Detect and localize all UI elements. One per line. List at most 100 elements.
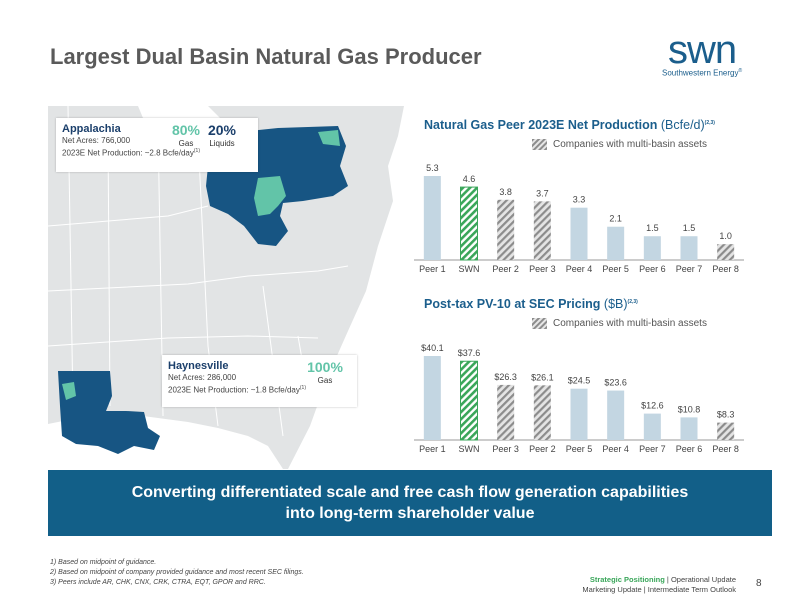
haynesville-gas-pct: 100% bbox=[307, 359, 343, 375]
haynesville-callout: Haynesville Net Acres: 286,000 2023E Net… bbox=[162, 355, 357, 407]
page-number: 8 bbox=[756, 578, 762, 589]
nav-separator: | bbox=[664, 575, 671, 584]
x-tick-label: Peer 1 bbox=[419, 264, 446, 274]
appalachia-acreage-southwest bbox=[254, 176, 286, 216]
bar-value-label: $24.5 bbox=[568, 376, 591, 386]
haynesville-production-note: (1) bbox=[299, 385, 306, 391]
x-tick-label: SWN bbox=[459, 264, 480, 274]
x-tick-label: SWN bbox=[459, 444, 480, 454]
haynesville-name: Haynesville bbox=[168, 360, 229, 372]
production-bar-chart: 5.3 Peer 1 4.6 SWN 3.8 Peer 2 3.7 Peer 3 3.3 Peer… bbox=[414, 150, 744, 280]
bar-peer-1 bbox=[423, 356, 441, 440]
x-tick-label: Peer 2 bbox=[529, 444, 556, 454]
appalachia-gas-label: Gas bbox=[178, 139, 194, 148]
footnote-1: 1) Based on midpoint of guidance. bbox=[50, 559, 157, 566]
bar-value-label: 3.8 bbox=[499, 187, 512, 197]
x-tick-label: Peer 1 bbox=[419, 444, 446, 454]
bar-value-label: $8.3 bbox=[717, 410, 735, 420]
appalachia-production-text: 2023E Net Production: ~2.8 Bcfe/day bbox=[62, 148, 194, 158]
footnote-2: 2) Based on midpoint of company provided… bbox=[50, 569, 304, 576]
bar-value-label: $12.6 bbox=[641, 401, 664, 411]
bar-peer-3 bbox=[497, 384, 515, 440]
bar-peer-6 bbox=[643, 236, 661, 260]
bar-value-label: 3.7 bbox=[536, 188, 549, 198]
section-nav-row-2: Marketing Update | Intermediate Term Out… bbox=[582, 585, 736, 595]
bar-value-label: $26.1 bbox=[531, 372, 554, 382]
logo-wordmark: swn bbox=[668, 28, 737, 72]
footnotes: 1) Based on midpoint of guidance. 2) Bas… bbox=[50, 558, 304, 588]
nav-separator: | bbox=[641, 585, 648, 594]
bar-peer-7 bbox=[643, 413, 661, 440]
bar-peer-8 bbox=[717, 244, 735, 260]
bar-peer-2 bbox=[497, 199, 515, 260]
legend-hatch-swatch bbox=[532, 139, 547, 150]
appalachia-liquids-pct: 20% bbox=[207, 122, 237, 138]
production-chart-note: (2,3) bbox=[704, 119, 715, 126]
haynesville-region bbox=[58, 371, 160, 454]
bar-swn bbox=[460, 186, 478, 261]
bar-swn bbox=[460, 360, 478, 441]
x-tick-label: Peer 3 bbox=[529, 264, 556, 274]
x-tick-label: Peer 7 bbox=[639, 444, 666, 454]
bar-value-label: $10.8 bbox=[678, 404, 701, 414]
logo-trademark: ® bbox=[738, 68, 743, 74]
bar-peer-5 bbox=[570, 388, 588, 440]
bar-peer-4 bbox=[570, 207, 588, 260]
x-tick-label: Peer 5 bbox=[602, 264, 629, 274]
production-chart-title: Natural Gas Peer 2023E Net Production (B… bbox=[424, 118, 715, 132]
bar-value-label: 4.6 bbox=[463, 174, 476, 184]
x-tick-label: Peer 7 bbox=[676, 264, 703, 274]
nav-strategic-positioning[interactable]: Strategic Positioning bbox=[589, 575, 665, 584]
bar-value-label: 1.5 bbox=[646, 223, 659, 233]
bar-peer-6 bbox=[680, 417, 698, 440]
appalachia-liquids-label: Liquids bbox=[209, 139, 235, 148]
nav-marketing-update[interactable]: Marketing Update bbox=[582, 585, 642, 594]
banner-line-1: Converting differentiated scale and free… bbox=[131, 484, 689, 501]
logo-subtitle-text: Southwestern Energy bbox=[662, 68, 739, 78]
bar-value-label: $26.3 bbox=[494, 372, 517, 382]
appalachia-callout: Appalachia Net Acres: 766,000 2023E Net … bbox=[56, 118, 258, 172]
company-logo: swn Southwestern Energy® bbox=[650, 28, 770, 80]
logo-subtitle: Southwestern Energy® bbox=[662, 68, 742, 78]
pv10-chart-title-text: Post-tax PV-10 at SEC Pricing bbox=[424, 297, 601, 311]
haynesville-production: 2023E Net Production: ~1.8 Bcfe/day(1) bbox=[168, 383, 351, 396]
nav-operational-update[interactable]: Operational Update bbox=[670, 575, 736, 584]
x-tick-label: Peer 4 bbox=[566, 264, 593, 274]
bar-value-label: $23.6 bbox=[604, 378, 627, 388]
x-tick-label: Peer 5 bbox=[566, 444, 593, 454]
x-tick-label: Peer 8 bbox=[712, 444, 739, 454]
bar-value-label: $37.6 bbox=[458, 348, 481, 358]
pv10-chart-title: Post-tax PV-10 at SEC Pricing ($B)(2,3) bbox=[424, 297, 638, 311]
bar-peer-8 bbox=[717, 422, 735, 440]
pv10-legend-label: Companies with multi-basin assets bbox=[553, 318, 707, 329]
banner-line-2: into long-term shareholder value bbox=[285, 505, 535, 522]
pv10-chart-legend: Companies with multi-basin assets bbox=[532, 318, 707, 329]
bar-peer-1 bbox=[423, 176, 441, 260]
bar-value-label: 3.3 bbox=[573, 195, 586, 205]
legend-hatch-swatch bbox=[532, 318, 547, 329]
appalachia-acreage-northeast bbox=[318, 130, 340, 146]
haynesville-acreage bbox=[62, 382, 76, 400]
x-tick-label: Peer 6 bbox=[676, 444, 703, 454]
key-message-banner: Converting differentiated scale and free… bbox=[48, 470, 772, 536]
bar-value-label: 2.1 bbox=[609, 214, 622, 224]
production-chart-legend: Companies with multi-basin assets bbox=[532, 139, 707, 150]
page-title: Largest Dual Basin Natural Gas Producer bbox=[50, 44, 482, 69]
bar-peer-2 bbox=[533, 385, 551, 440]
bar-peer-3 bbox=[533, 201, 551, 260]
nav-intermediate-term-outlook[interactable]: Intermediate Term Outlook bbox=[647, 585, 736, 594]
x-tick-label: Peer 4 bbox=[602, 444, 629, 454]
section-nav-row-1: Strategic Positioning | Operational Upda… bbox=[582, 575, 736, 585]
bar-value-label: 1.5 bbox=[683, 223, 696, 233]
bar-value-label: $40.1 bbox=[421, 343, 444, 353]
x-tick-label: Peer 3 bbox=[492, 444, 519, 454]
appalachia-production-note: (1) bbox=[193, 148, 200, 154]
appalachia-acres: Net Acres: 766,000 bbox=[62, 136, 131, 145]
haynesville-acres: Net Acres: 286,000 bbox=[168, 373, 237, 382]
haynesville-production-text: 2023E Net Production: ~1.8 Bcfe/day bbox=[168, 385, 300, 395]
bar-value-label: 5.3 bbox=[426, 163, 439, 173]
bar-peer-7 bbox=[680, 236, 698, 260]
production-chart-title-text: Natural Gas Peer 2023E Net Production bbox=[424, 118, 658, 132]
bar-peer-5 bbox=[607, 226, 625, 260]
x-tick-label: Peer 6 bbox=[639, 264, 666, 274]
